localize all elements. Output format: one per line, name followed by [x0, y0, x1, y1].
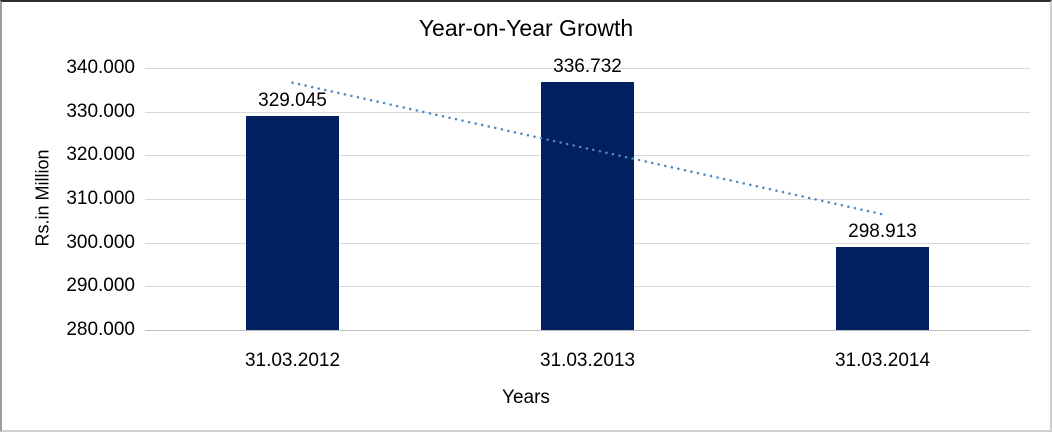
x-tick-label: 31.03.2013: [539, 350, 636, 371]
y-tick-label: 340.000: [66, 57, 135, 78]
bar: [246, 115, 339, 330]
data-label: 329.045: [258, 89, 327, 111]
x-axis-title: Years: [502, 387, 550, 408]
x-tick-label: 31.03.2014: [834, 350, 931, 371]
x-tick-label: 31.03.2012: [244, 350, 341, 371]
y-tick-label: 320.000: [66, 144, 135, 165]
x-axis-line: [145, 330, 1030, 331]
y-tick-label: 300.000: [66, 232, 135, 253]
y-tick-label: 310.000: [66, 188, 135, 209]
chart-title: Year-on-Year Growth: [418, 15, 634, 41]
y-tick-label: 290.000: [66, 275, 135, 296]
bar: [836, 247, 929, 330]
bar: [541, 82, 634, 330]
data-label: 336.732: [553, 56, 622, 78]
y-tick-label: 330.000: [66, 101, 135, 122]
data-label: 298.913: [848, 221, 917, 243]
y-tick-label: 280.000: [66, 319, 135, 340]
gridline: [145, 68, 1030, 69]
